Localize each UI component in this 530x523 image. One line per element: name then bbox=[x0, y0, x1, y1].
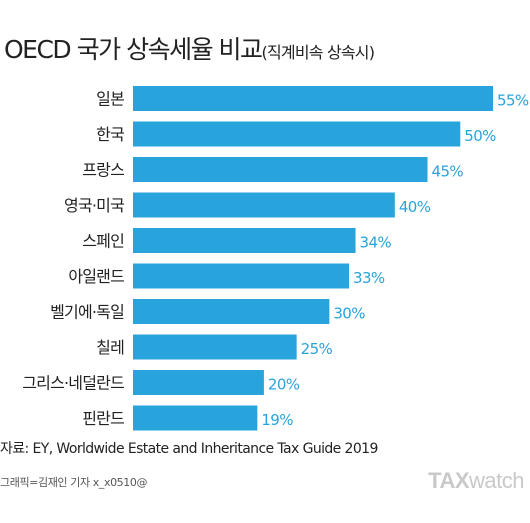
bar-핀란드 bbox=[133, 405, 258, 431]
category-label: 벨기에·독일 bbox=[50, 303, 124, 322]
category-label: 한국 bbox=[96, 125, 124, 144]
bar-칠레 bbox=[133, 334, 297, 360]
graphic-credit: 그래픽=김재인 기자 x_x0510@ bbox=[0, 476, 148, 489]
bar-아일랜드 bbox=[133, 263, 349, 289]
value-label: 25% bbox=[301, 340, 333, 358]
bar-그리스-네덜란드 bbox=[133, 370, 264, 395]
bar-벨기에-독일 bbox=[133, 299, 330, 324]
value-label: 55% bbox=[497, 92, 529, 110]
category-label: 핀란드 bbox=[82, 409, 124, 428]
bar-프랑스 bbox=[133, 157, 428, 182]
title-subtitle: (직계비속 상속시) bbox=[261, 43, 375, 62]
bar-스페인 bbox=[133, 228, 356, 253]
value-label: 45% bbox=[432, 163, 464, 181]
chart-title: OECD 국가 상속세율 비교(직계비속 상속시) bbox=[4, 30, 375, 66]
category-label: 스페인 bbox=[82, 232, 124, 251]
category-label: 영국·미국 bbox=[64, 196, 124, 215]
value-label: 20% bbox=[268, 376, 300, 394]
category-label: 그리스·네덜란드 bbox=[22, 374, 124, 393]
category-label: 일본 bbox=[96, 90, 124, 109]
bar-한국 bbox=[133, 121, 461, 147]
value-label: 50% bbox=[464, 127, 496, 145]
bars-layer: 일본 55% 한국 50% 프랑스 45% 영국·미국 40% 스페인 34% 아일랜드 33% 벨기에… bbox=[22, 86, 529, 431]
category-label: 칠레 bbox=[96, 338, 124, 357]
bar-영국-미국 bbox=[133, 192, 395, 218]
title-main: OECD 국가 상속세율 비교 bbox=[4, 35, 263, 64]
value-label: 19% bbox=[261, 411, 293, 429]
taxwatch-logo: TAXwatch bbox=[428, 468, 524, 493]
category-label: 프랑스 bbox=[82, 161, 124, 180]
value-label: 30% bbox=[333, 305, 365, 323]
bar-일본 bbox=[133, 86, 493, 111]
value-label: 33% bbox=[353, 269, 385, 287]
value-label: 34% bbox=[360, 234, 392, 252]
value-label: 40% bbox=[399, 198, 431, 216]
source-note: 자료: EY, Worldwide Estate and Inheritance… bbox=[0, 441, 378, 457]
category-label: 아일랜드 bbox=[68, 267, 124, 286]
